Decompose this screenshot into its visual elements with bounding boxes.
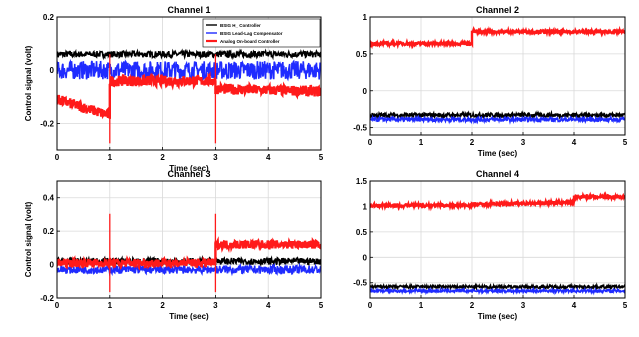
- series-line-red: [57, 71, 321, 120]
- x-tick-label: 1: [419, 301, 424, 310]
- legend-entry: BSIG H_ Controller: [220, 23, 261, 28]
- axes-frame: [56, 16, 322, 151]
- x-tick-label: 0: [368, 301, 373, 310]
- x-tick-label: 4: [266, 301, 271, 310]
- x-tick-label: 1: [108, 301, 113, 310]
- x-tick-label: 2: [160, 153, 165, 162]
- y-tick-label: 1: [363, 13, 368, 22]
- y-tick-label: -0.5: [353, 279, 367, 288]
- x-tick-label: 0: [55, 301, 60, 310]
- y-tick-label: 0: [50, 66, 55, 75]
- series-line-black: [370, 282, 625, 292]
- y-tick-label: -0.5: [353, 124, 367, 133]
- series-line-red: [57, 236, 321, 271]
- y-tick-label: 0: [363, 87, 368, 96]
- y-tick-label: -0.2: [40, 294, 54, 303]
- series-line-red: [370, 190, 625, 212]
- axes-frame: [369, 180, 626, 299]
- x-tick-label: 2: [470, 138, 475, 147]
- series-line-blue: [57, 58, 321, 83]
- plot-area: [57, 181, 321, 298]
- y-tick-label: 0.5: [356, 228, 368, 237]
- x-axis-label: Time (sec): [169, 164, 209, 173]
- legend: BSIG H_ Controller BSIG Lead-Lag Compensa…: [202, 18, 321, 48]
- y-tick-label: 1.5: [356, 177, 368, 186]
- chart-title: Channel 1: [167, 5, 210, 15]
- x-tick-label: 2: [470, 301, 475, 310]
- x-tick-label: 0: [55, 153, 60, 162]
- axes-frame: [56, 180, 322, 299]
- x-tick-label: 3: [213, 153, 218, 162]
- legend-box: [202, 18, 321, 48]
- x-tick-label: 0: [368, 138, 373, 147]
- x-tick-label: 5: [319, 301, 324, 310]
- y-tick-label: 0.5: [356, 50, 368, 59]
- series-line-black: [57, 48, 321, 61]
- x-axis-label: Time (sec): [169, 312, 209, 321]
- x-tick-label: 5: [319, 153, 324, 162]
- y-axis-label: Control signal (volt): [24, 45, 33, 121]
- x-tick-label: 3: [521, 138, 526, 147]
- y-tick-label: 0: [363, 253, 368, 262]
- y-tick-label: 0: [50, 261, 55, 270]
- y-tick-label: 0.4: [43, 194, 55, 203]
- x-tick-label: 1: [419, 138, 424, 147]
- x-tick-label: 4: [572, 301, 577, 310]
- legend-entry: BSIG Lead-Lag Compensator: [220, 31, 283, 36]
- chart-title: Channel 2: [476, 5, 519, 15]
- x-tick-label: 4: [266, 153, 271, 162]
- x-axis-label: Time (sec): [478, 312, 518, 321]
- x-axis-label: Time (sec): [478, 149, 518, 158]
- series-line-blue: [370, 286, 625, 296]
- x-tick-label: 5: [623, 138, 628, 147]
- y-axis-label: Control signal (volt): [24, 201, 33, 277]
- x-tick-label: 2: [160, 301, 165, 310]
- chart-title: Channel 4: [476, 169, 519, 179]
- series-line-red: [370, 25, 625, 50]
- x-tick-label: 1: [108, 153, 113, 162]
- chart-panel-4: 0 1 2 3 4 5 -0.5 0 0.5 1 1.5 Channel 4 Time (sec): [353, 169, 628, 321]
- y-tick-label: -0.2: [40, 119, 54, 128]
- series-line-blue: [370, 114, 625, 125]
- y-tick-label: 0.2: [43, 227, 55, 236]
- plot-area: [370, 181, 625, 298]
- series-line-blue: [57, 262, 321, 277]
- y-tick-label: 1: [363, 202, 368, 211]
- legend-entry: Analog On-board Controller: [220, 39, 280, 44]
- x-tick-label: 4: [572, 138, 577, 147]
- y-tick-label: 0.2: [43, 13, 55, 22]
- x-tick-label: 3: [213, 301, 218, 310]
- x-tick-label: 3: [521, 301, 526, 310]
- axes-frame: [369, 16, 626, 136]
- x-tick-label: 5: [623, 301, 628, 310]
- chart-panel-1: 0 1 2 3 4 5 -0.2 0 0.2 Channel 1 Time (sec) Control…: [24, 5, 324, 173]
- chart-title: Channel 3: [167, 169, 210, 179]
